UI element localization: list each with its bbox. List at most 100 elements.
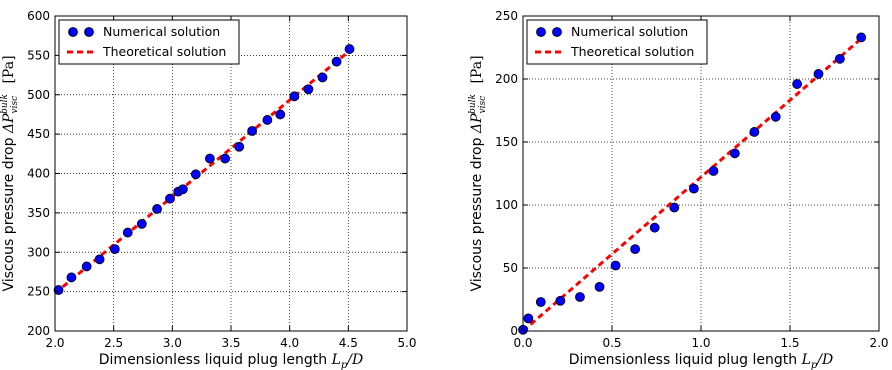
right-numerical-point	[575, 292, 585, 302]
right-y-axis-unit: [Pa]	[469, 55, 485, 83]
right-legend-marker-2	[552, 27, 562, 37]
left-y-tick-label: 300	[27, 245, 50, 259]
left-numerical-point	[81, 261, 92, 272]
right-x-tick-label: 2.0	[869, 336, 888, 350]
left-numerical-point	[317, 72, 328, 83]
left-numerical-point	[53, 285, 64, 295]
right-x-axis-label-text: Dimensionless liquid plug length	[569, 352, 797, 368]
left-y-tick-label: 200	[27, 324, 50, 338]
left-x-tick-label: 5.0	[397, 336, 416, 350]
right-numerical-point	[834, 53, 845, 64]
right-x-tick-label: 0.5	[602, 336, 621, 350]
left-legend: Numerical solution Theoretical solution	[58, 19, 240, 65]
left-x-tick-label: 4.5	[339, 336, 358, 350]
left-x-axis-label: Dimensionless liquid plug length Lp/D	[99, 352, 363, 370]
left-x-tick-label: 2.5	[104, 336, 123, 350]
left-x-ticks: 2.0 2.5 3.0 3.5 4.0 4.5 5.0	[45, 16, 417, 350]
left-numerical-point	[109, 244, 120, 255]
left-legend-numerical: Numerical solution	[103, 24, 220, 39]
left-numerical-point	[122, 227, 133, 238]
right-x-axis-symbol: Lp/D	[801, 352, 834, 370]
left-numerical-point	[220, 153, 231, 164]
left-y-axis-label-text: Viscous pressure drop	[1, 137, 17, 291]
left-y-axis-unit: [Pa]	[1, 55, 17, 83]
right-x-axis-label: Dimensionless liquid plug length Lp/D	[569, 352, 833, 370]
right-numerical-point	[594, 281, 605, 292]
left-numerical-point	[190, 169, 201, 180]
right-y-tick-label: 0	[510, 324, 518, 338]
right-y-axis-label: Viscous pressure drop ΔPviscbulk [Pa]	[463, 55, 488, 291]
right-numerical-point	[669, 202, 680, 213]
right-x-tick-label: 1.0	[691, 336, 710, 350]
left-theoretical-line	[54, 48, 352, 295]
right-numerical-point	[729, 148, 740, 159]
left-numerical-point	[177, 184, 188, 195]
left-x-tick-label: 2.0	[45, 336, 64, 350]
left-numerical-point	[303, 84, 314, 95]
left-y-tick-label: 550	[27, 48, 50, 62]
left-numerical-point	[94, 254, 105, 265]
right-numerical-point	[535, 297, 546, 307]
left-theoretical-line-path	[54, 48, 352, 295]
right-y-ticks: 0 50 100 150 200 250	[495, 9, 879, 338]
right-x-tick-label: 1.5	[780, 336, 799, 350]
left-y-tick-label: 250	[27, 285, 50, 299]
left-y-tick-label: 600	[27, 9, 50, 23]
left-x-axis-label-text: Dimensionless liquid plug length	[99, 352, 327, 368]
left-numerical-point	[152, 204, 162, 214]
left-numerical-point	[66, 272, 77, 283]
left-legend-theoretical: Theoretical solution	[102, 44, 226, 59]
left-numerical-point	[331, 56, 342, 67]
right-y-tick-label: 100	[495, 198, 518, 212]
right-numerical-point	[555, 295, 566, 306]
right-y-tick-label: 150	[495, 135, 518, 149]
left-numerical-point	[247, 126, 258, 136]
left-numerical-point	[234, 141, 245, 152]
right-grid	[523, 16, 879, 331]
left-y-axis-symbol: ΔPviscbulk	[0, 94, 20, 134]
left-y-ticks: 200 250 300 350 400 450 500 550 600	[27, 9, 407, 338]
right-numerical-point	[770, 111, 781, 122]
right-y-tick-label: 250	[495, 9, 518, 23]
left-x-tick-label: 4.0	[280, 336, 299, 350]
left-y-tick-label: 500	[27, 88, 50, 102]
right-numerical-point	[649, 222, 660, 233]
left-numerical-point	[165, 193, 175, 204]
right-x-ticks: 0.0 0.5 1.0 1.5 2.0	[513, 16, 889, 350]
right-numerical-point	[856, 32, 867, 43]
left-numerical-points	[53, 44, 355, 295]
right-numerical-point	[792, 79, 803, 89]
left-legend-marker-2	[84, 27, 94, 37]
left-x-axis-symbol: Lp/D	[331, 352, 364, 370]
left-x-tick-label: 3.5	[221, 336, 240, 350]
left-y-tick-label: 450	[27, 127, 50, 141]
left-y-axis-label: Viscous pressure drop ΔPviscbulk [Pa]	[0, 55, 20, 291]
right-numerical-points	[518, 32, 867, 335]
right-numerical-point	[708, 166, 719, 176]
right-y-axis-label-text: Viscous pressure drop	[469, 137, 485, 291]
left-legend-marker-1	[68, 27, 78, 37]
right-numerical-point	[688, 183, 699, 194]
right-legend-theoretical: Theoretical solution	[570, 44, 694, 59]
right-numerical-point	[630, 244, 641, 255]
left-y-tick-label: 400	[27, 167, 50, 181]
left-numerical-point	[204, 153, 215, 164]
left-numerical-point	[136, 218, 147, 229]
right-chart: 0.0 0.5 1.0 1.5 2.0 0 50 100 150 200 250 Numerica…	[463, 9, 889, 370]
right-legend-numerical: Numerical solution	[571, 24, 688, 39]
right-legend: Numerical solution Theoretical solution	[526, 19, 708, 65]
right-y-tick-label: 50	[503, 261, 518, 275]
right-y-axis-symbol: ΔPviscbulk	[468, 94, 488, 134]
left-numerical-point	[344, 44, 355, 54]
right-numerical-point	[523, 313, 534, 324]
right-x-tick-label: 0.0	[513, 336, 532, 350]
right-y-tick-label: 200	[495, 72, 518, 86]
right-legend-marker-1	[536, 27, 546, 37]
right-numerical-point	[749, 127, 760, 137]
left-chart: 2.0 2.5 3.0 3.5 4.0 4.5 5.0 200 250 300 350 400 450…	[0, 9, 417, 370]
left-y-tick-label: 350	[27, 206, 50, 220]
left-numerical-point	[262, 115, 273, 125]
left-numerical-point	[289, 91, 300, 102]
right-numerical-point	[610, 260, 621, 271]
